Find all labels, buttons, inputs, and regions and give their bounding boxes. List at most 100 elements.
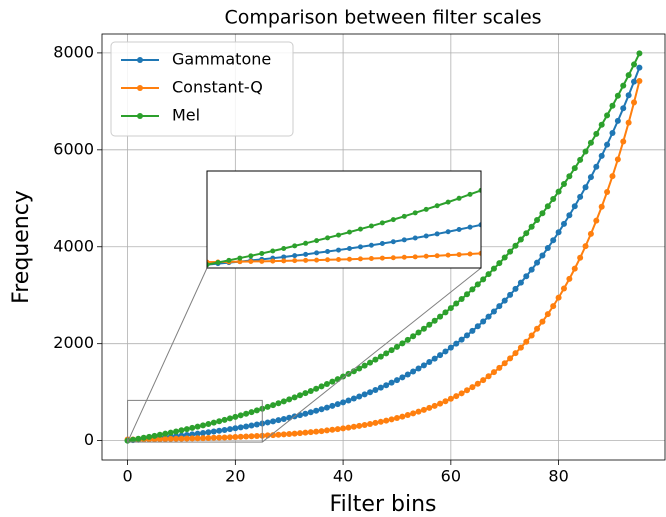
data-point <box>631 99 638 106</box>
data-point <box>434 231 440 237</box>
data-point <box>334 401 341 408</box>
data-point <box>625 92 632 99</box>
data-point <box>544 245 551 252</box>
data-point <box>205 421 212 428</box>
data-point <box>259 250 265 256</box>
data-point <box>560 285 567 292</box>
data-point <box>447 344 454 351</box>
data-point <box>534 217 541 224</box>
data-point <box>356 422 363 429</box>
data-point <box>356 393 363 400</box>
data-point <box>383 417 390 424</box>
data-point <box>232 434 239 441</box>
data-point <box>314 238 320 244</box>
data-point <box>507 355 514 362</box>
data-point <box>410 410 417 417</box>
data-point <box>625 72 632 79</box>
data-point <box>200 435 207 442</box>
data-point <box>221 434 228 441</box>
data-point <box>388 416 395 423</box>
data-point <box>474 323 481 330</box>
data-point <box>303 257 309 263</box>
legend-marker <box>137 85 143 91</box>
data-point <box>410 333 417 340</box>
data-point <box>399 374 406 381</box>
data-point <box>410 368 417 375</box>
y-tick-label: 8000 <box>53 42 94 61</box>
data-point <box>173 428 180 435</box>
data-point <box>334 426 341 433</box>
data-point <box>550 195 557 202</box>
data-point <box>456 227 462 233</box>
data-point <box>205 429 212 436</box>
data-point <box>248 253 254 259</box>
data-point <box>292 253 298 259</box>
data-point <box>582 148 589 155</box>
data-point <box>390 217 396 223</box>
data-point <box>539 318 546 325</box>
data-point <box>346 256 352 262</box>
data-point <box>458 295 465 302</box>
data-point <box>178 427 185 434</box>
data-point <box>237 433 244 440</box>
data-point <box>412 235 418 241</box>
data-point <box>280 415 287 422</box>
data-point <box>577 254 584 261</box>
data-point <box>566 173 573 180</box>
data-point <box>275 431 282 438</box>
data-point <box>368 256 374 262</box>
series-layer <box>124 50 643 444</box>
data-point <box>367 389 374 396</box>
data-point <box>501 360 508 367</box>
data-point <box>313 385 320 392</box>
data-point <box>275 400 282 407</box>
data-point <box>528 266 535 273</box>
data-point <box>496 260 503 267</box>
data-point <box>577 193 584 200</box>
data-point <box>528 332 535 339</box>
data-point <box>401 213 407 219</box>
data-point <box>582 243 589 250</box>
data-point <box>340 399 347 406</box>
data-point <box>248 422 255 429</box>
data-point <box>280 398 287 405</box>
data-point <box>464 291 471 298</box>
data-point <box>303 251 309 257</box>
data-point <box>323 404 330 411</box>
data-point <box>609 102 616 109</box>
data-point <box>490 308 497 315</box>
data-point <box>162 436 169 443</box>
data-point <box>571 165 578 172</box>
data-point <box>146 433 153 440</box>
data-point <box>162 430 169 437</box>
data-point <box>253 407 260 414</box>
data-point <box>469 384 476 391</box>
data-point <box>307 429 314 436</box>
data-point <box>496 364 503 371</box>
data-point <box>469 286 476 293</box>
data-point <box>390 239 396 245</box>
data-point <box>636 50 643 57</box>
data-point <box>393 343 400 350</box>
data-point <box>210 419 217 426</box>
data-point <box>302 390 309 397</box>
data-point <box>480 318 487 325</box>
legend-label: Mel <box>172 106 200 125</box>
data-point <box>156 431 163 438</box>
data-point <box>207 262 210 268</box>
data-point <box>445 252 451 258</box>
data-point <box>437 313 444 320</box>
data-point <box>372 356 379 363</box>
data-point <box>490 369 497 376</box>
data-point <box>412 210 418 216</box>
data-point <box>539 252 546 259</box>
data-point <box>379 255 385 261</box>
x-tick-label: 60 <box>441 467 461 486</box>
data-point <box>296 430 303 437</box>
data-point <box>302 410 309 417</box>
data-point <box>480 377 487 384</box>
connector <box>127 267 208 443</box>
data-point <box>189 424 196 431</box>
data-point <box>183 435 190 442</box>
data-point <box>614 156 621 163</box>
